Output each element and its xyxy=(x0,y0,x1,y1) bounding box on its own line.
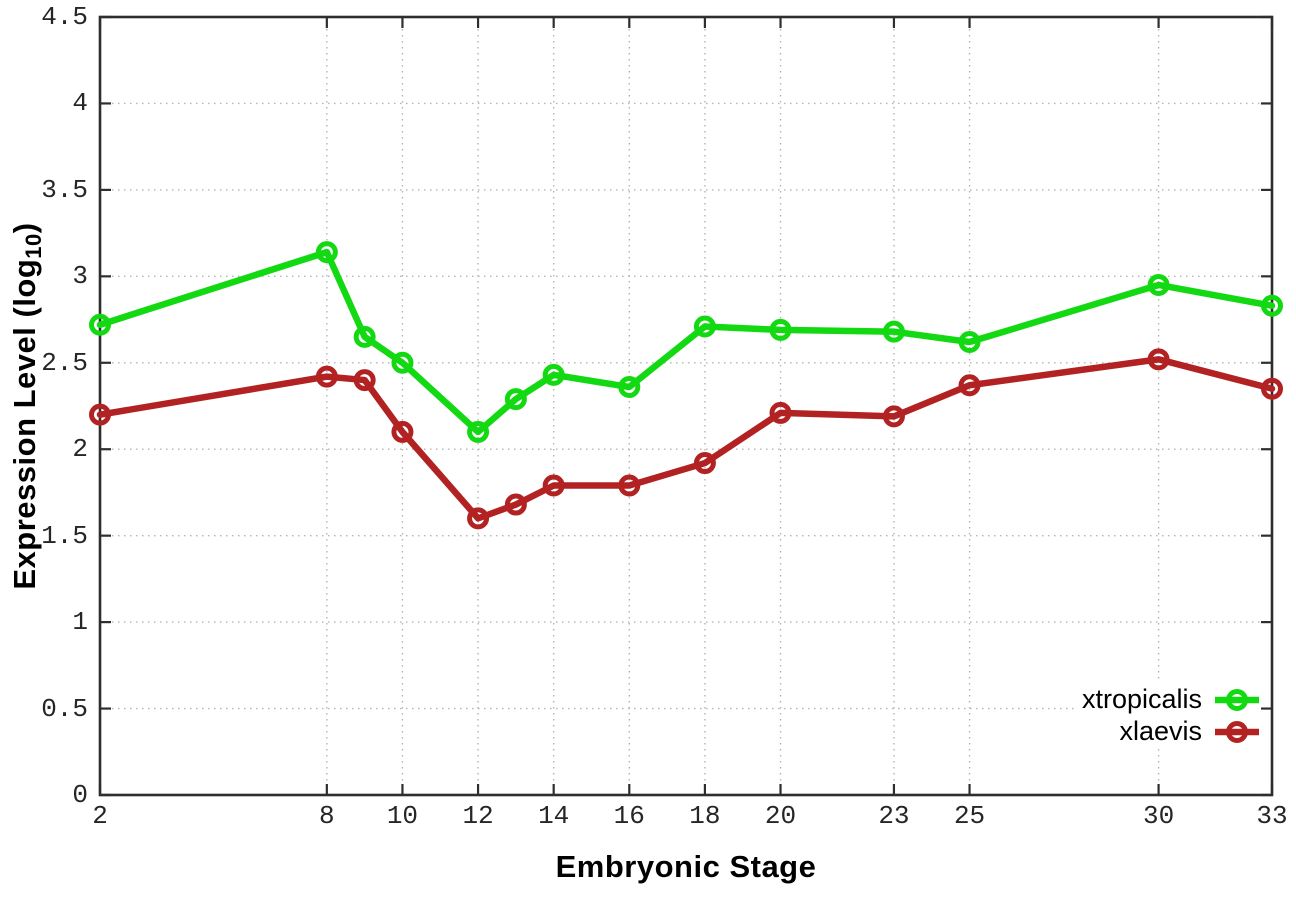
y-tick-label: 3.5 xyxy=(41,174,88,205)
legend-marker-icon xyxy=(1215,720,1259,743)
data-point-xtropicalis xyxy=(391,351,414,374)
y-tick-label: 2 xyxy=(72,434,88,465)
data-point-xtropicalis xyxy=(882,320,905,343)
data-point-xtropicalis xyxy=(467,420,490,443)
data-point-xlaevis xyxy=(391,420,414,443)
x-tick-label: 30 xyxy=(1142,801,1175,831)
legend-item-xlaevis: xlaevis xyxy=(1082,716,1260,746)
x-tick-label: 33 xyxy=(1256,801,1288,831)
y-tick-label: 2.5 xyxy=(41,347,88,378)
data-point-xtropicalis xyxy=(353,325,376,348)
data-point-xlaevis xyxy=(89,403,111,426)
legend-item-xtropicalis: xtropicalis xyxy=(1081,684,1260,714)
data-point-xlaevis xyxy=(769,401,792,424)
x-tick-label: 14 xyxy=(538,801,570,831)
x-tick-label: 20 xyxy=(764,801,797,831)
data-point-xlaevis xyxy=(353,369,376,392)
legend-label: xtropicalis xyxy=(1081,684,1202,714)
data-point-xtropicalis xyxy=(769,318,792,341)
data-point-xtropicalis xyxy=(1261,294,1283,317)
series-line-xtropicalis xyxy=(96,248,1276,436)
y-tick-label: 1 xyxy=(72,607,88,638)
data-point-xlaevis xyxy=(542,474,565,497)
x-tick-label: 12 xyxy=(462,801,494,831)
data-point-xtropicalis xyxy=(1147,273,1170,296)
data-point-xtropicalis xyxy=(693,315,716,338)
data-point-xtropicalis xyxy=(315,241,338,264)
x-tick-label: 16 xyxy=(613,801,645,831)
y-axis-title-close: ) xyxy=(7,222,42,234)
data-point-xtropicalis xyxy=(542,363,565,386)
y-tick-label: 0 xyxy=(72,780,88,810)
y-tick-label: 4.5 xyxy=(41,2,88,32)
data-point-xlaevis xyxy=(504,493,527,516)
legend-label: xlaevis xyxy=(1119,716,1202,746)
x-axis-title: Embryonic Stage xyxy=(555,849,817,884)
plot-area xyxy=(89,15,1283,797)
y-tick-label: 3 xyxy=(72,261,88,292)
data-point-xlaevis xyxy=(693,452,716,475)
data-point-xlaevis xyxy=(315,365,338,388)
legend-marker-icon xyxy=(1215,688,1259,711)
data-point-xlaevis xyxy=(467,507,490,530)
data-point-xlaevis xyxy=(882,405,905,428)
x-tick-label: 25 xyxy=(953,801,986,831)
data-point-xtropicalis xyxy=(958,331,981,354)
y-axis-title-subscript: 10 xyxy=(21,233,46,259)
data-point-xlaevis xyxy=(1147,348,1170,371)
y-tick-label: 1.5 xyxy=(41,520,88,551)
x-tick-label: 23 xyxy=(878,801,910,831)
legend: xtropicalis xlaevis xyxy=(1073,683,1260,748)
data-point-xtropicalis xyxy=(504,388,527,411)
x-tick-label: 8 xyxy=(319,801,335,831)
data-point-xlaevis xyxy=(958,374,981,397)
x-tick-label: 2 xyxy=(92,801,108,831)
x-tick-label: 18 xyxy=(689,801,721,831)
data-point-xlaevis xyxy=(618,474,641,497)
data-point-xtropicalis xyxy=(618,375,641,398)
data-point-xlaevis xyxy=(1261,377,1283,400)
y-tick-label: 4 xyxy=(72,88,88,119)
series-line-xlaevis xyxy=(96,356,1276,522)
data-point-xtropicalis xyxy=(89,313,111,336)
plot-border xyxy=(98,15,1274,797)
x-tick-label: 10 xyxy=(386,801,419,831)
y-tick-label: 0.5 xyxy=(41,693,88,724)
